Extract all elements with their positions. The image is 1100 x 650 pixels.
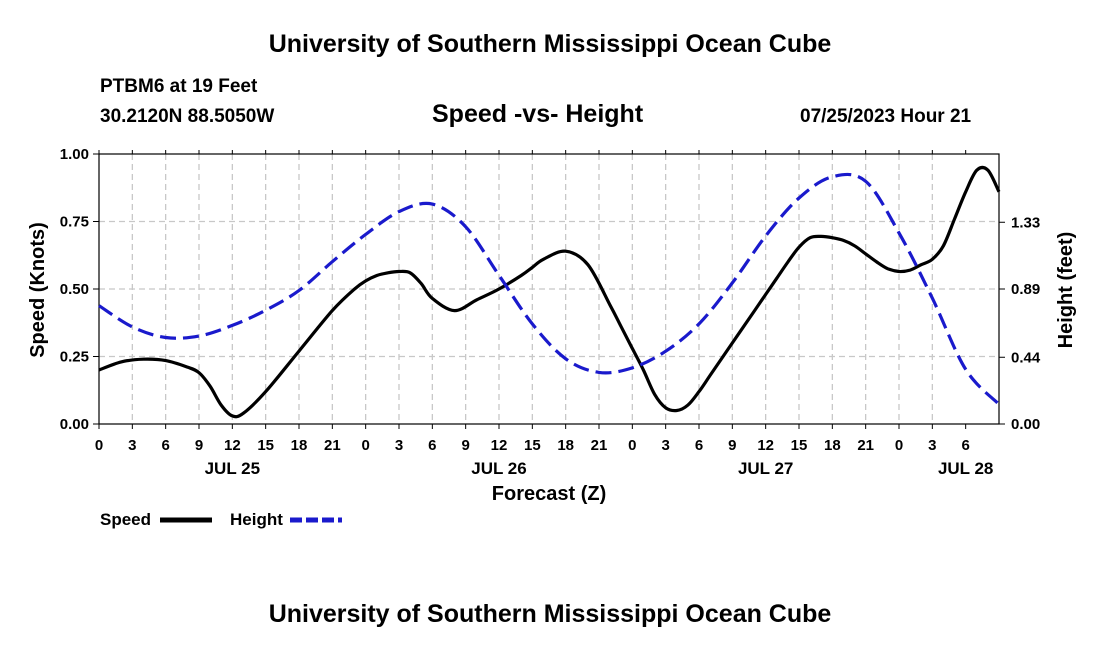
y-tick-label: 1.00	[60, 146, 89, 163]
x-tick-label: 15	[524, 437, 541, 454]
x-tick-label: 0	[361, 437, 369, 454]
x-tick-label: 15	[257, 437, 274, 454]
x-tick-label: 6	[695, 437, 703, 454]
y-tick-label: 0.75	[60, 214, 89, 231]
ticks-layer: 0 3 6 9 12 15 18 21 0 3 6 9 12 15 18 21 0 3 6 9 12 15 18 21 0 3 6 J…	[60, 146, 1041, 478]
x-tick-label: 6	[161, 437, 169, 454]
x-tick-label: 0	[95, 437, 103, 454]
forecast-datetime: 07/25/2023 Hour 21	[800, 106, 972, 127]
series-layer	[98, 165, 1001, 419]
x-tick-label: 6	[961, 437, 969, 454]
x-tick-label: 0	[895, 437, 903, 454]
day-label: JUL 26	[471, 459, 526, 478]
y2-tick-label: 0.00	[1011, 416, 1040, 433]
day-label: JUL 28	[938, 459, 993, 478]
series-line-height	[98, 172, 1001, 406]
x-tick-label: 3	[928, 437, 936, 454]
day-label: JUL 25	[205, 459, 260, 478]
y2-tick-label: 0.44	[1011, 349, 1041, 366]
series-line-speed	[98, 165, 1001, 419]
y2-tick-label: 1.33	[1011, 214, 1040, 231]
x-tick-label: 9	[195, 437, 203, 454]
chart-subtitle: Speed -vs- Height	[432, 100, 644, 128]
legend-label-speed: Speed	[100, 510, 151, 529]
x-tick-label: 3	[128, 437, 136, 454]
y-axis-label: Speed (Knots)	[27, 222, 49, 358]
day-label: JUL 27	[738, 459, 793, 478]
y-tick-label: 0.50	[60, 281, 89, 298]
legend: Speed Height	[100, 510, 342, 529]
x-tick-label: 0	[628, 437, 636, 454]
x-tick-label: 12	[757, 437, 774, 454]
page-title: University of Southern Mississippi Ocean…	[268, 30, 832, 58]
x-tick-label: 21	[324, 437, 341, 454]
x-tick-label: 12	[491, 437, 508, 454]
x-tick-label: 18	[557, 437, 574, 454]
legend-label-height: Height	[230, 510, 283, 529]
x-tick-label: 21	[857, 437, 874, 454]
x-tick-label: 18	[291, 437, 308, 454]
station-label: PTBM6 at 19 Feet	[100, 76, 258, 97]
x-tick-label: 3	[661, 437, 669, 454]
y2-axis-label: Height (feet)	[1055, 232, 1077, 349]
x-tick-label: 9	[461, 437, 469, 454]
x-tick-label: 15	[791, 437, 808, 454]
station-coordinates: 30.2120N 88.5050W	[100, 106, 275, 127]
y2-tick-label: 0.89	[1011, 281, 1040, 298]
y-tick-label: 0.00	[60, 416, 89, 433]
y-tick-label: 0.25	[60, 349, 89, 366]
x-axis-label: Forecast (Z)	[492, 483, 606, 505]
x-tick-label: 12	[224, 437, 241, 454]
x-tick-label: 21	[591, 437, 608, 454]
x-tick-label: 6	[428, 437, 436, 454]
grid-layer	[99, 154, 999, 424]
footer-title: University of Southern Mississippi Ocean…	[268, 600, 832, 628]
x-tick-label: 9	[728, 437, 736, 454]
x-tick-label: 18	[824, 437, 841, 454]
x-tick-label: 3	[395, 437, 403, 454]
